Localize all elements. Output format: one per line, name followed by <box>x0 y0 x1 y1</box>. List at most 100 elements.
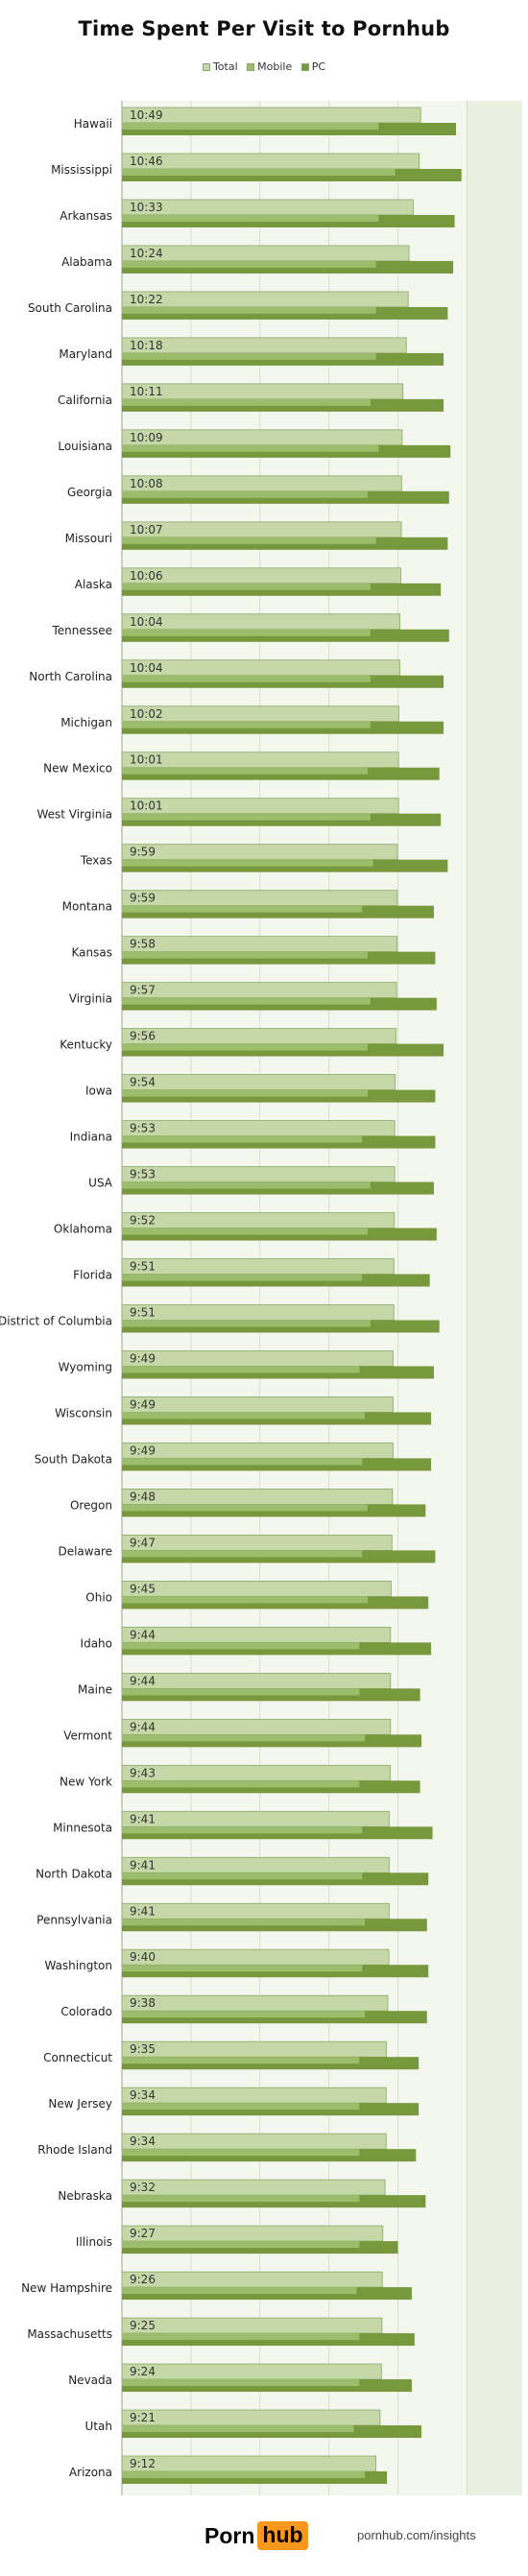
data-label-total: 10:01 <box>130 799 163 813</box>
bar-mobile <box>122 1458 363 1466</box>
category-label: North Dakota <box>36 1867 112 1880</box>
bar-mobile <box>122 1642 360 1650</box>
category-label: Virginia <box>69 992 112 1006</box>
bar-total <box>121 1580 392 1597</box>
bar-total <box>121 1535 393 1551</box>
category-label: New Jersey <box>48 2097 112 2111</box>
category-label: Wisconsin <box>55 1406 112 1419</box>
data-label-total: 9:35 <box>130 2042 156 2056</box>
legend-item-pc: PC <box>300 60 326 73</box>
data-label-total: 10:24 <box>130 247 163 260</box>
data-label-total: 9:51 <box>130 1260 156 1274</box>
bar-total <box>121 659 400 677</box>
data-label-total: 9:49 <box>130 1397 156 1411</box>
data-label-total: 9:44 <box>130 1628 156 1641</box>
bar-mobile <box>122 675 371 682</box>
category-label: Mississippi <box>51 163 112 177</box>
bar-total <box>121 2317 383 2334</box>
data-label-total: 10:04 <box>130 661 163 675</box>
legend-label-pc: PC <box>311 60 326 73</box>
bar-chart: 10:49 Hawaii 10:46 Mississippi 10:33 Arkansas… <box>0 101 522 2495</box>
bar-mobile <box>122 1135 363 1143</box>
category-label: Colorado <box>60 2005 112 2018</box>
bar-total <box>121 1626 392 1643</box>
legend-swatch-mobile <box>247 63 255 71</box>
data-label-total: 9:34 <box>130 2135 156 2148</box>
category-label: Kansas <box>72 946 112 960</box>
bar-total <box>121 2409 381 2426</box>
brand-logo-text: Porn <box>204 2522 255 2548</box>
data-label-total: 9:47 <box>130 1536 156 1549</box>
data-label-total: 10:07 <box>130 523 163 537</box>
bar-total <box>121 2133 387 2150</box>
bar-mobile <box>122 2011 366 2018</box>
data-label-total: 9:54 <box>130 1076 156 1089</box>
category-label: Illinois <box>76 2235 112 2249</box>
category-label: Idaho <box>81 1636 112 1650</box>
bar-mobile <box>122 1043 368 1051</box>
bar-total <box>121 1304 395 1321</box>
bar-total <box>121 291 409 308</box>
bar-total <box>121 2225 384 2242</box>
bar-mobile <box>122 2103 360 2111</box>
bar-mobile <box>122 1089 368 1097</box>
bar-mobile <box>122 721 371 728</box>
bar-total <box>121 844 398 861</box>
brand-logo-highlight: hub <box>257 2521 308 2550</box>
bar-total <box>121 107 421 124</box>
data-label-total: 10:09 <box>130 431 163 444</box>
bar-mobile <box>122 629 371 636</box>
bar-total <box>121 153 420 170</box>
category-label: Arizona <box>69 2466 112 2479</box>
data-label-total: 10:49 <box>130 108 163 122</box>
bar-total <box>121 1856 390 1873</box>
category-label: Indiana <box>70 1131 112 1144</box>
data-label-total: 10:22 <box>130 293 163 306</box>
category-label: Louisiana <box>58 440 112 453</box>
category-label: Maine <box>78 1682 112 1696</box>
bar-total <box>121 705 399 723</box>
bar-mobile <box>122 168 396 176</box>
bar-mobile <box>122 260 376 268</box>
bar-mobile <box>122 1919 366 1926</box>
data-label-total: 10:18 <box>130 339 163 352</box>
category-label: New Mexico <box>43 762 112 775</box>
bar-total <box>121 1166 396 1182</box>
data-label-total: 9:45 <box>130 1582 156 1595</box>
data-label-total: 10:33 <box>130 201 163 214</box>
bar-total <box>121 613 400 631</box>
category-label: West Virginia <box>36 808 112 822</box>
category-label: Utah <box>85 2420 112 2433</box>
bar-mobile <box>122 214 379 222</box>
bar-mobile <box>122 2241 360 2249</box>
data-label-total: 9:52 <box>130 1214 156 1228</box>
legend-item-total: Total <box>202 60 238 73</box>
bar-total <box>121 1948 390 1966</box>
chart-title: Time Spent Per Visit to Pornhub <box>78 17 450 40</box>
bar-mobile <box>122 1872 363 1880</box>
category-label: Connecticut <box>43 2051 112 2064</box>
bar-total <box>121 2087 387 2104</box>
bar-mobile <box>122 767 368 775</box>
legend-label-total: Total <box>212 60 238 73</box>
bar-total <box>121 1994 389 2012</box>
bar-mobile <box>122 123 379 130</box>
bar-mobile <box>122 905 363 913</box>
category-label: New York <box>60 1775 112 1788</box>
bar-mobile <box>122 2057 360 2064</box>
bar-mobile <box>122 352 376 360</box>
bar-total <box>121 1258 395 1275</box>
data-label-total: 9:41 <box>130 1904 156 1918</box>
category-label: USA <box>88 1177 113 1190</box>
bar-total <box>121 1212 396 1228</box>
bar-mobile <box>122 2287 357 2295</box>
bar-mobile <box>122 951 368 959</box>
bar-mobile <box>122 2471 366 2479</box>
chart-legend: Total Mobile PC <box>0 60 528 73</box>
data-label-total: 9:44 <box>130 1720 156 1733</box>
category-label: Michigan <box>60 716 112 729</box>
bar-total <box>121 1350 394 1367</box>
bar-total <box>121 1718 392 1735</box>
data-label-total: 9:51 <box>130 1306 156 1320</box>
data-label-total: 10:46 <box>130 155 163 168</box>
